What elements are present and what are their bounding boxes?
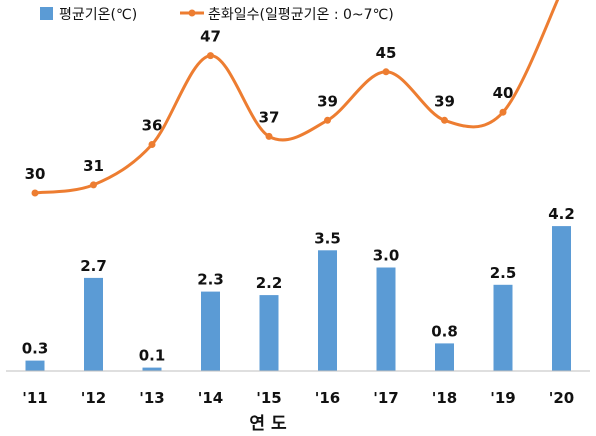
line-point-5 (324, 116, 331, 124)
bar-label-6: 3.0 (373, 247, 400, 265)
bar-series (25, 226, 571, 372)
bar-label-4: 2.2 (256, 274, 283, 292)
line-point-7 (441, 116, 448, 124)
bar-label-7: 0.8 (431, 322, 458, 340)
bar-label-0: 0.3 (22, 340, 49, 358)
x-tick-9: '20 (549, 389, 574, 407)
bar-5 (318, 250, 337, 372)
line-point-3 (207, 52, 214, 60)
x-axis-ticks: '11 '12 '13 '14 '15 '16 '17 '18 '19 '20 (22, 389, 574, 407)
line-point-6 (382, 68, 390, 76)
x-tick-6: '17 (373, 389, 398, 407)
bar-label-2: 0.1 (139, 347, 166, 365)
legend-label-temperature: 평균기온(℃) (59, 7, 137, 23)
bar-4 (259, 295, 279, 371)
bar-9 (552, 226, 571, 371)
legend-label-vernalization: 춘화일수(일평균기온 : 0~7℃) (208, 7, 394, 23)
bar-label-5: 3.5 (314, 229, 341, 247)
line-label-7: 39 (434, 92, 455, 110)
bar-label-9: 4.2 (548, 205, 575, 223)
x-tick-4: '15 (256, 389, 281, 407)
x-tick-8: '19 (490, 389, 515, 407)
x-tick-5: '16 (315, 389, 340, 407)
line-point-8 (499, 108, 507, 116)
line-point-1 (90, 181, 97, 189)
legend-swatch-temperature (40, 7, 53, 20)
legend-label-vernalization-name: 춘화일수 (208, 7, 260, 23)
legend: 평균기온(℃) 춘화일수(일평균기온 : 0~7℃) (40, 7, 394, 23)
x-tick-1: '12 (81, 389, 106, 407)
line-label-5: 39 (317, 92, 338, 110)
x-axis-title: 연 도 (249, 414, 287, 434)
line-point-0 (31, 189, 39, 197)
line-value-labels: 30313647373945394055 (25, 28, 514, 183)
bar-label-3: 2.3 (197, 271, 224, 289)
line-series-points (31, 52, 507, 197)
line-label-3: 47 (200, 28, 221, 46)
bar-6 (376, 267, 396, 371)
line-label-6: 45 (376, 44, 397, 62)
line-label-0: 30 (25, 165, 46, 183)
line-label-2: 36 (142, 117, 163, 135)
x-tick-2: '13 (139, 389, 164, 407)
bar-label-1: 2.7 (80, 257, 107, 275)
bar-2 (142, 367, 162, 371)
bar-1 (84, 277, 103, 371)
bar-value-labels: 0.3 2.7 0.1 2.3 2.2 3.5 3.0 0.8 2.5 4.2 (22, 205, 575, 365)
x-tick-0: '11 (22, 389, 47, 407)
x-tick-3: '14 (198, 389, 223, 407)
legend-swatch-vernalization (180, 9, 204, 17)
line-label-1: 31 (83, 157, 104, 175)
bar-3 (201, 291, 220, 371)
bar-8 (493, 284, 513, 372)
bar-7 (435, 343, 454, 371)
line-label-8: 40 (493, 84, 514, 102)
bar-0 (25, 360, 45, 371)
legend-label-vernalization-suffix: (일평균기온 : 0~7℃) (260, 7, 394, 23)
line-point-2 (148, 141, 156, 148)
x-tick-7: '18 (432, 389, 457, 407)
line-series-path (34, 0, 560, 195)
line-label-4: 37 (259, 108, 280, 126)
line-point-4 (265, 132, 273, 140)
bar-label-8: 2.5 (490, 264, 517, 282)
